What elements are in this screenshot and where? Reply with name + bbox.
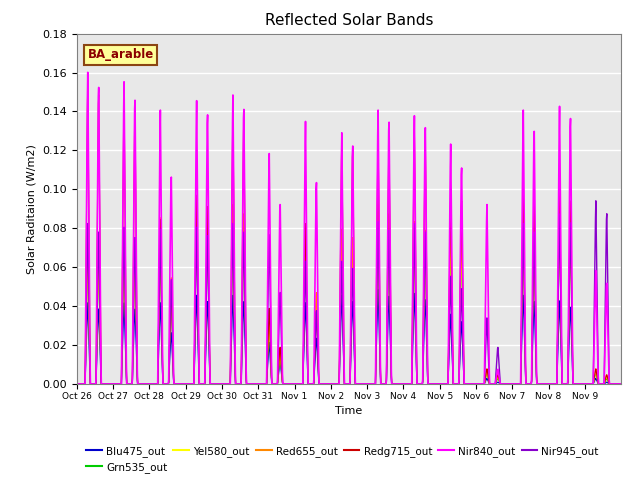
- Title: Reflected Solar Bands: Reflected Solar Bands: [264, 13, 433, 28]
- X-axis label: Time: Time: [335, 406, 362, 416]
- Text: BA_arable: BA_arable: [88, 48, 154, 61]
- Legend: Blu475_out, Grn535_out, Yel580_out, Red655_out, Redg715_out, Nir840_out, Nir945_: Blu475_out, Grn535_out, Yel580_out, Red6…: [82, 442, 603, 477]
- Y-axis label: Solar Raditaion (W/m2): Solar Raditaion (W/m2): [27, 144, 36, 274]
